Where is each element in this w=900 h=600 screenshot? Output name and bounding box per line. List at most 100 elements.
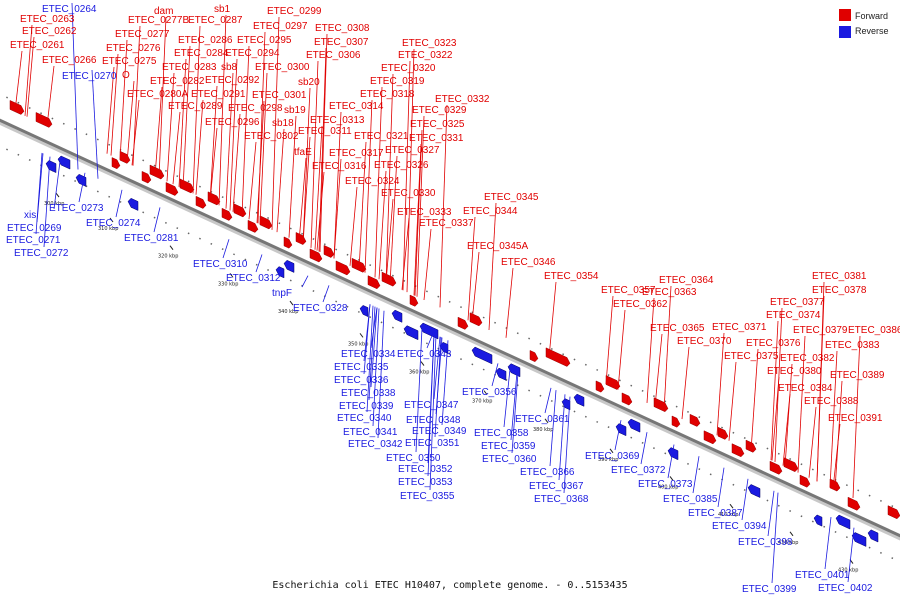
reverse-gene-label: ETEC_0360 [482, 454, 537, 465]
forward-gene-label: ETEC_0382 [780, 353, 835, 364]
reverse-label-leader [415, 328, 423, 453]
forward-label-leader [728, 361, 737, 441]
forward-gene-label: ETEC_0301 [252, 90, 307, 101]
forward-label-leader [374, 86, 383, 278]
reverse-gene-label: ETEC_0350 [386, 453, 441, 464]
forward-gene-label: sb19 [284, 105, 306, 116]
forward-gene-label: ETEC_0362 [613, 299, 668, 310]
reverse-label-leader [377, 310, 385, 439]
forward-gene-label: ETEC_0308 [315, 23, 370, 34]
forward-gene-label: ETEC_0314 [329, 101, 384, 112]
reverse-gene-block [283, 259, 295, 273]
reverse-gene-label: tnpF [272, 288, 292, 299]
forward-gene-label: ETEC_0302 [244, 131, 299, 142]
forward-gene-block [671, 415, 681, 428]
forward-gene-label: ETEC_0276 [106, 43, 161, 54]
gene-labels: ETEC_0263ETEC_0262ETEC_0261ETEC_0266damE… [6, 4, 900, 595]
label-leaders [14, 2, 861, 584]
forward-gene-block [769, 460, 783, 475]
gene-track [9, 100, 900, 547]
reverse-gene-block [495, 367, 507, 381]
reverse-label-leader [427, 333, 435, 477]
backbone-line [0, 118, 900, 538]
scale-tick-mark [109, 217, 114, 223]
forward-gene-label: ETEC_0316 [312, 161, 367, 172]
forward-label-leader [467, 216, 476, 321]
forward-label-leader [808, 406, 817, 478]
reverse-label-leader [491, 363, 499, 387]
reverse-gene-label: ETEC_0356 [462, 387, 517, 398]
forward-gene-label: ETEC_0319 [370, 76, 425, 87]
forward-gene-label: ETEC_0337 [419, 218, 474, 229]
scale-tick-label: 430 kbp [838, 568, 858, 574]
forward-gene-block [469, 312, 483, 327]
scale-tick-label: 400 kbp [658, 484, 678, 490]
forward-label-leader [316, 171, 325, 251]
forward-gene-label: ETEC_0295 [237, 35, 292, 46]
forward-gene-label: ETEC_0291 [191, 89, 246, 100]
reverse-gene-block [419, 322, 439, 340]
reverse-gene-block [359, 305, 369, 318]
scale-tick-label: 380 kbp [533, 427, 553, 433]
reverse-gene-label: ETEC_0273 [49, 203, 104, 214]
forward-gene-label: ETEC_0386 [848, 325, 900, 336]
forward-gene-label: ETEC_0376 [746, 338, 801, 349]
forward-gene-label: ETEC_0391 [828, 413, 883, 424]
reverse-label-leader [71, 2, 79, 170]
reverse-gene-block [127, 197, 139, 211]
forward-gene-block [529, 350, 539, 363]
reverse-gene-label: ETEC_0347 [404, 400, 459, 411]
reverse-label-leader [510, 372, 518, 441]
reverse-gene-label: ETEC_0343 [397, 349, 452, 360]
reverse-gene-label: ETEC_0399 [742, 584, 797, 595]
scale-tick-label: 360 kbp [409, 370, 429, 376]
forward-gene-label: ETEC_0275 [102, 56, 157, 67]
scale-ticks: 300 kbp 310 kbp 320 kbp 330 kbp 340 kbp 350 k… [44, 192, 858, 574]
forward-label-leader [829, 350, 838, 488]
forward-gene-label: sb1 [214, 4, 231, 15]
reverse-gene-label: ETEC_0272 [14, 248, 69, 259]
forward-gene-label: ETEC_0384 [778, 383, 833, 394]
reverse-gene-label: ETEC_0339 [339, 401, 394, 412]
forward-gene-label: ETEC_0364 [659, 275, 714, 286]
forward-gene-block [119, 150, 131, 164]
forward-label-leader [259, 72, 268, 225]
forward-gene-block [653, 397, 669, 413]
forward-label-leader [333, 111, 342, 259]
forward-gene-label: ETEC_0388 [804, 396, 859, 407]
forward-gene-label: ETEC_0284 [174, 48, 229, 59]
scale-tick-label: 340 kbp [278, 309, 298, 315]
forward-label-leader [195, 99, 204, 195]
forward-gene-label: ETEC_0287 [188, 15, 243, 26]
forward-gene-label: ETEC_0297 [253, 21, 308, 32]
forward-label-leader [314, 125, 323, 250]
scale-tick-label: 390 kbp [598, 457, 618, 463]
legend: Forward Reverse [839, 9, 889, 38]
reverse-label-leader [43, 156, 51, 248]
reverse-gene-label: ETEC_0340 [337, 413, 392, 424]
forward-gene-label: ETEC_0377 [770, 297, 825, 308]
reverse-gene-block [867, 529, 879, 543]
forward-label-leader [488, 202, 497, 331]
forward-gene-label: ETEC_0374 [766, 310, 821, 321]
forward-gene-label: ETEC_0370 [677, 336, 732, 347]
forward-gene-block [259, 215, 273, 230]
reverse-label-leader [771, 492, 779, 584]
reverse-label-leader [824, 517, 832, 570]
forward-gene-label: ETEC_0323 [402, 38, 457, 49]
reverse-gene-label: ETEC_0352 [398, 464, 453, 475]
forward-label-leader [288, 115, 297, 238]
forward-gene-block [195, 195, 207, 209]
forward-gene-label: ETEC_0325 [410, 119, 465, 130]
forward-gene-label: ETEC_0318 [360, 89, 415, 100]
reverse-label-leader [741, 478, 749, 521]
forward-gene-label: ETEC_0389 [830, 370, 885, 381]
reverse-gene-block [561, 398, 571, 411]
forward-label-leader [333, 158, 342, 259]
legend-reverse-swatch [839, 26, 851, 38]
forward-gene-label: tfaE [294, 147, 312, 158]
forward-gene-block [847, 496, 861, 511]
reverse-label-leader [429, 334, 437, 491]
reverse-gene-label: ETEC_0348 [406, 415, 461, 426]
forward-gene-label: ETEC_0365 [650, 323, 705, 334]
